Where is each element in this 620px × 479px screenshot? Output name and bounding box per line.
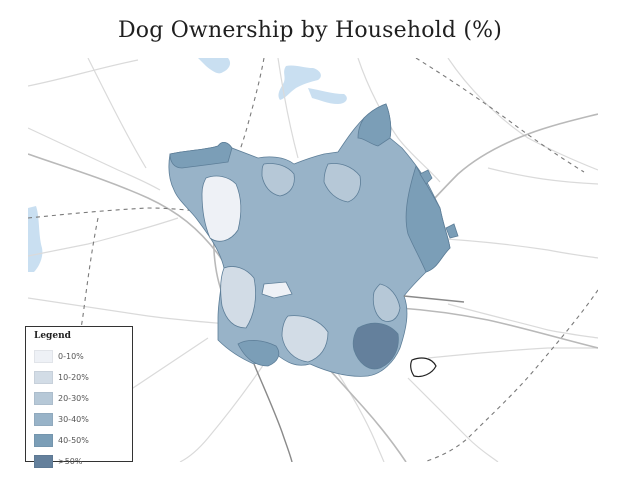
legend-item: 30-40% bbox=[34, 410, 132, 428]
legend-swatch bbox=[34, 454, 53, 468]
tract-east-mid bbox=[372, 283, 401, 322]
tract-north-mid bbox=[261, 163, 295, 197]
cluster-southwest-dark bbox=[237, 340, 280, 367]
reservoir-north bbox=[278, 65, 321, 100]
legend-swatch bbox=[34, 433, 53, 447]
county-lines bbox=[28, 58, 598, 462]
tract-west-mid bbox=[220, 266, 256, 329]
cluster-southeast-dark bbox=[352, 322, 399, 370]
map-canvas[interactable] bbox=[28, 58, 598, 462]
lake-top bbox=[198, 58, 231, 74]
legend-label: 0-10% bbox=[58, 351, 84, 361]
map-legend: Legend 0-10% 10-20% 20-30% 30-40% 40-50%… bbox=[25, 326, 133, 468]
legend-items: 0-10% 10-20% 20-30% 30-40% 40-50% >50% bbox=[34, 347, 132, 470]
county-line-east bbox=[415, 58, 585, 173]
county-line-west bbox=[28, 207, 209, 219]
legend-swatch bbox=[34, 370, 53, 384]
county-line-southwest bbox=[77, 217, 99, 345]
legend-label: 30-40% bbox=[58, 414, 89, 424]
legend-title: Legend bbox=[34, 331, 71, 341]
tract-south-mid bbox=[281, 315, 329, 363]
highway-southeast bbox=[399, 307, 598, 349]
map-title: Dog Ownership by Household (%) bbox=[117, 18, 503, 43]
cluster-northwest-dark bbox=[169, 142, 233, 169]
outlying-areas bbox=[410, 169, 459, 378]
cluster-east-dark bbox=[405, 165, 451, 273]
cluster-north-dark bbox=[357, 103, 392, 147]
map-svg bbox=[28, 58, 598, 462]
legend-swatch bbox=[34, 412, 53, 426]
interstate-overlay bbox=[253, 295, 465, 462]
legend-item: >50% bbox=[34, 452, 132, 470]
legend-swatch bbox=[34, 391, 53, 405]
legend-swatch bbox=[34, 349, 53, 363]
legend-label: 20-30% bbox=[58, 393, 89, 403]
legend-item: 10-20% bbox=[34, 368, 132, 386]
legend-item: 40-50% bbox=[34, 431, 132, 449]
tract-northeast-mid bbox=[323, 163, 361, 203]
county-line-south bbox=[423, 289, 598, 462]
island-east bbox=[445, 223, 459, 239]
city-boundary bbox=[168, 103, 451, 377]
tract-west-light bbox=[201, 175, 242, 242]
lake-west bbox=[28, 206, 43, 272]
legend-label: 10-20% bbox=[58, 372, 89, 382]
tract-central-light bbox=[261, 281, 293, 299]
island-north bbox=[419, 169, 433, 185]
legend-label: 40-50% bbox=[58, 435, 89, 445]
legend-label: >50% bbox=[58, 456, 83, 466]
outline-southeast bbox=[410, 357, 437, 378]
county-line-north bbox=[227, 58, 265, 179]
legend-item: 20-30% bbox=[34, 389, 132, 407]
reservoir-inlet bbox=[308, 88, 347, 104]
legend-item: 0-10% bbox=[34, 347, 132, 365]
